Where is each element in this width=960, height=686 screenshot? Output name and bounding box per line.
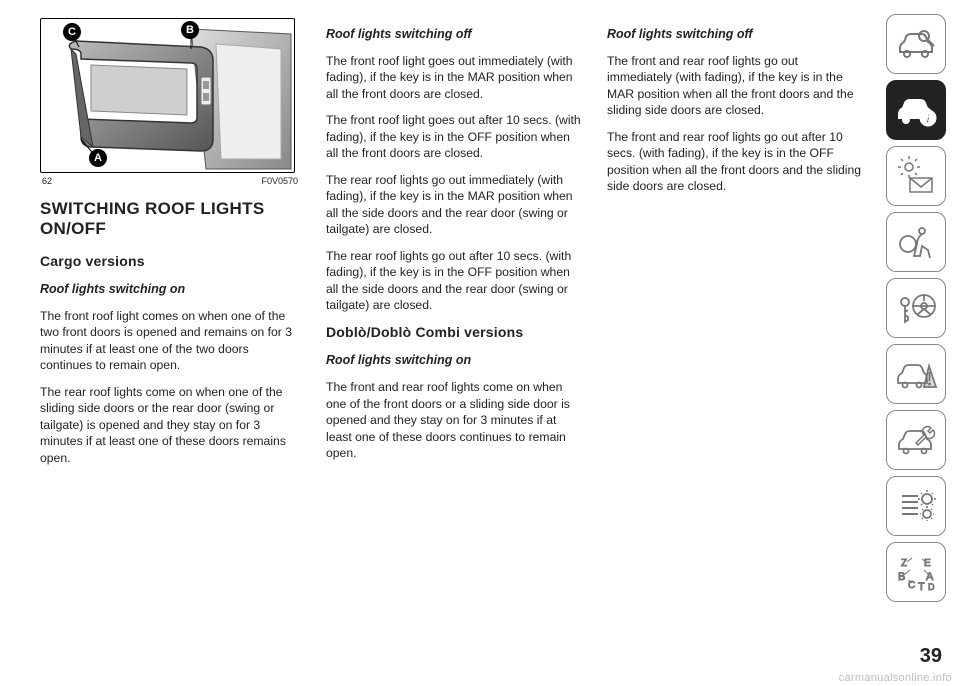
key-wheel-icon	[894, 286, 938, 330]
svg-text:Z: Z	[901, 558, 907, 569]
column-2: Roof lights switching off The front roof…	[326, 18, 581, 476]
body-text: The rear roof lights go out after 10 sec…	[326, 248, 581, 314]
figure-caption: 62 F0V0570	[40, 175, 300, 187]
svg-text:i: i	[926, 111, 930, 126]
tab-car-search[interactable]	[886, 14, 946, 74]
tab-key-wheel[interactable]	[886, 278, 946, 338]
body-text: The front roof light goes out after 10 s…	[326, 112, 581, 161]
content-columns: A B C 62 F0V0570 SWITCHING ROOF LIGHTS O…	[0, 0, 960, 494]
figure-svg	[41, 19, 296, 174]
svg-text:D: D	[928, 582, 935, 592]
tab-warning[interactable]	[886, 344, 946, 404]
body-text: The front and rear roof lights go out im…	[607, 53, 862, 119]
body-text: The front and rear roof lights come on w…	[326, 379, 581, 461]
svg-text:T: T	[918, 581, 925, 593]
subheading-cargo: Cargo versions	[40, 252, 300, 271]
car-service-icon	[894, 418, 938, 462]
section-tabs: i	[886, 14, 946, 602]
tab-service[interactable]	[886, 410, 946, 470]
body-text: The front roof light comes on when one o…	[40, 308, 300, 374]
section-heading: SWITCHING ROOF LIGHTS ON/OFF	[40, 199, 300, 238]
tab-index[interactable]: Z E B A C T D	[886, 542, 946, 602]
tab-lights[interactable]	[886, 146, 946, 206]
body-text: The rear roof lights come on when one of…	[40, 384, 300, 466]
tab-specs[interactable]	[886, 476, 946, 536]
figure-number: 62	[42, 175, 52, 187]
figure-callout-c: C	[63, 23, 81, 41]
list-gear-icon	[894, 484, 938, 528]
svg-text:B: B	[898, 571, 905, 583]
car-warning-icon	[894, 352, 938, 396]
body-text: The front and rear roof lights go out af…	[607, 129, 862, 195]
column-3: Roof lights switching off The front and …	[607, 18, 862, 476]
tab-airbag[interactable]	[886, 212, 946, 272]
figure-callout-b: B	[181, 21, 199, 39]
italic-heading: Roof lights switching off	[326, 26, 581, 43]
figure-code: F0V0570	[261, 175, 298, 187]
figure-block: A B C 62 F0V0570	[40, 18, 300, 187]
italic-heading: Roof lights switching on	[40, 281, 300, 298]
svg-text:C: C	[908, 580, 915, 591]
body-text: The rear roof lights go out immediately …	[326, 172, 581, 238]
page: A B C 62 F0V0570 SWITCHING ROOF LIGHTS O…	[0, 0, 960, 686]
subheading-doblo: Doblò/Doblò Combi versions	[326, 323, 581, 342]
car-search-icon	[894, 22, 938, 66]
italic-heading: Roof lights switching off	[607, 26, 862, 43]
page-number: 39	[920, 645, 942, 668]
figure-illustration: A B C	[40, 18, 295, 173]
body-text: The front roof light goes out immediatel…	[326, 53, 581, 102]
figure-callout-a: A	[89, 149, 107, 167]
column-1: A B C 62 F0V0570 SWITCHING ROOF LIGHTS O…	[40, 18, 300, 476]
car-info-icon: i	[894, 88, 938, 132]
watermark-text: carmanualsonline.info	[839, 672, 952, 684]
tab-car-info[interactable]: i	[886, 80, 946, 140]
italic-heading: Roof lights switching on	[326, 352, 581, 369]
alphabet-icon: Z E B A C T D	[894, 550, 938, 594]
svg-text:E: E	[924, 558, 931, 569]
light-mail-icon	[894, 154, 938, 198]
airbag-icon	[894, 220, 938, 264]
